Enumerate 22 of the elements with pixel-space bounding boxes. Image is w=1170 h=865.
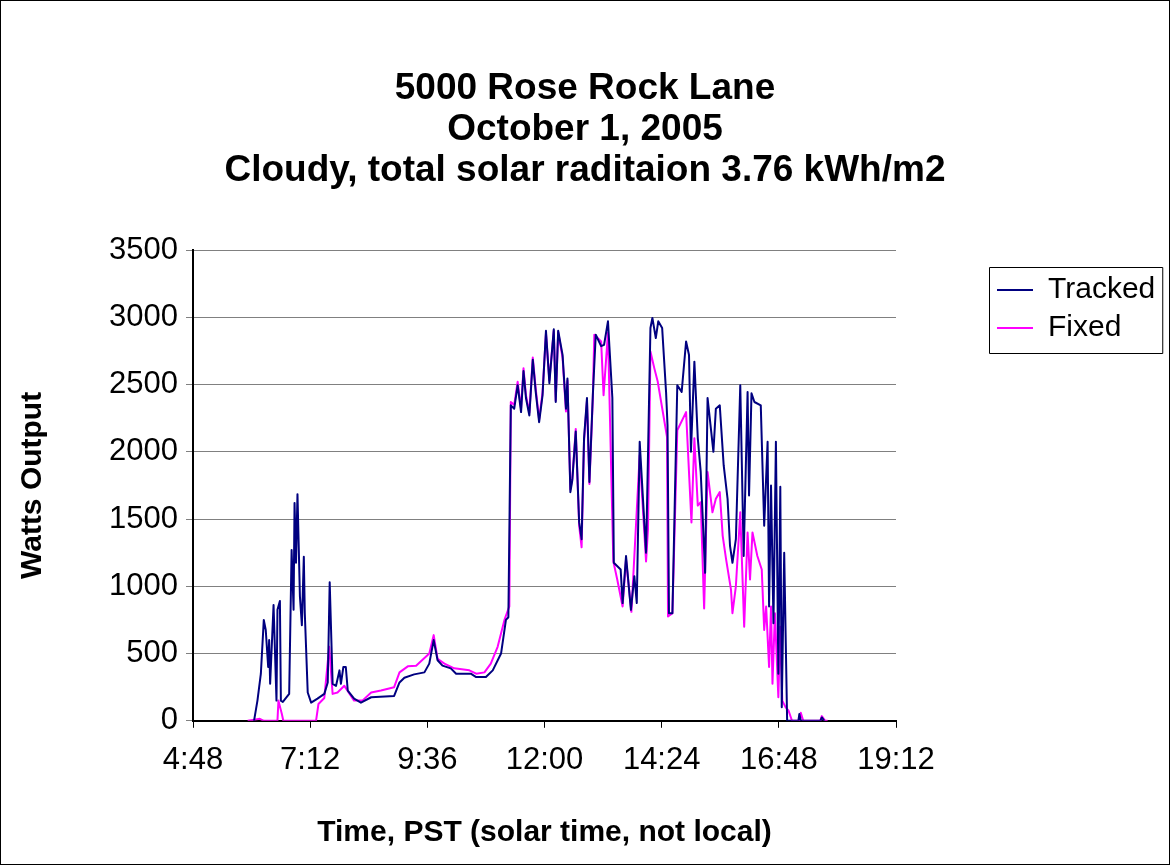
text: October 1, 2005 [447,107,723,149]
x-tick-label: 7:12 [279,740,341,776]
y-tick-label: 500 [126,634,178,670]
x-axis-title: Time, PST (solar time, not local) [317,814,772,848]
x-tick-label: 14:24 [622,740,701,776]
text: 5000 Rose Rock Lane [394,66,776,108]
text: Cloudy, total solar raditaion 3.76 kWh/m2 [224,148,946,190]
y-tick-label: 3000 [109,297,178,333]
y-tick-label: 1000 [109,566,178,602]
y-tick-label: 1500 [109,499,178,535]
x-tick-label: 4:48 [162,740,224,776]
x-tick-label: 16:48 [740,740,818,776]
legend-label: Tracked [1048,271,1156,305]
y-tick-label: 2000 [109,432,178,468]
x-tick-label: 9:36 [397,740,458,776]
y-tick-label: 3500 [109,230,178,266]
y-tick-label: 2500 [109,365,178,401]
x-tick-label: 19:12 [857,740,935,776]
y-tick-label: 0 [160,701,178,737]
x-tick-label: 12:00 [505,740,584,776]
y-axis-title: Watts Output [14,391,48,579]
legend-label: Fixed [1048,309,1122,343]
